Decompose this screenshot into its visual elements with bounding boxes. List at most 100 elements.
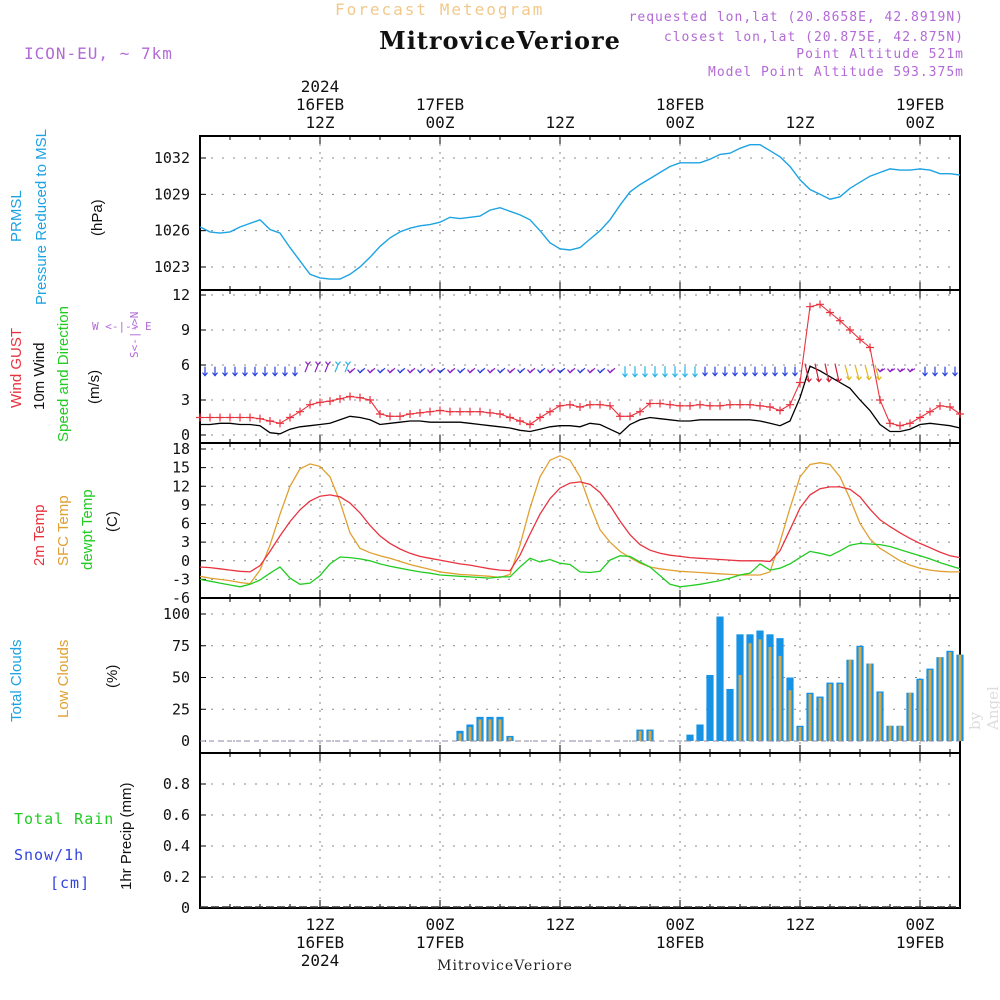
requested-coords: requested lon,lat (20.8658E, 42.8919N)	[628, 10, 964, 25]
bottom-time-label: 12Z	[786, 915, 815, 934]
wind-arrowhead	[876, 376, 882, 381]
y-tick-label: 0.4	[163, 837, 190, 855]
wind-arrowhead	[232, 372, 238, 377]
wind-arrowhead	[782, 372, 788, 377]
gust-marker	[206, 413, 214, 422]
gust-marker	[526, 420, 534, 429]
low-cloud-bar	[918, 680, 922, 741]
location-title: MitroviceVeriore	[379, 26, 621, 55]
bottom-time-label: 12Z	[546, 915, 575, 934]
low-cloud-bar	[938, 657, 942, 741]
wind-arrowhead	[806, 378, 812, 383]
wind-arrowhead	[607, 369, 613, 374]
wind-speed-line	[200, 365, 961, 435]
gust-marker	[296, 407, 304, 416]
wind-arrow	[344, 364, 349, 373]
gust-marker	[946, 403, 954, 411]
wind-arrowhead	[292, 372, 298, 377]
wind-arrowhead	[672, 373, 678, 378]
gust-marker	[786, 400, 794, 409]
gust-marker	[466, 407, 474, 416]
bottom-time-label: 16FEB	[296, 933, 344, 952]
low-cloud-bar	[828, 683, 832, 741]
wind-arrowhead	[692, 373, 698, 378]
wind-arrowhead	[507, 369, 513, 374]
gust-marker	[416, 408, 424, 417]
y-tick-label: 15	[172, 459, 190, 477]
panel-0	[199, 135, 961, 291]
gust-marker	[916, 413, 924, 422]
gust-marker	[846, 326, 854, 334]
wind-arrowhead	[387, 369, 393, 374]
low-cloud-bar	[898, 725, 902, 741]
bottom-time-label: 12Z	[306, 915, 335, 934]
wind-arrowhead	[242, 372, 248, 377]
wind-arrowhead	[497, 369, 503, 374]
wind-arrowhead	[477, 369, 483, 374]
wind-arrowhead	[622, 373, 628, 378]
wind-arrowhead	[367, 369, 373, 374]
pressure-line	[199, 143, 961, 280]
bottom-time-label: 00Z	[906, 915, 935, 934]
bottom-time-label: 00Z	[426, 915, 455, 934]
low-cloud-bar	[478, 719, 482, 741]
gust-marker	[926, 407, 934, 416]
wind-arrowhead	[272, 372, 278, 377]
low-cloud-bar	[928, 669, 932, 741]
model-point-altitude: Model Point Altitude 593.375m	[708, 65, 964, 80]
y-tick-label: 12	[172, 477, 190, 495]
wind-arrowhead	[742, 372, 748, 377]
wind-arrowhead	[357, 369, 363, 374]
gust-marker	[876, 396, 884, 404]
wind-arrowhead	[325, 361, 331, 366]
y-tick-label: 0	[181, 899, 190, 917]
gust-marker	[616, 412, 624, 421]
gust-marker	[756, 401, 764, 410]
gust-marker	[356, 393, 364, 402]
gust-marker	[396, 412, 404, 421]
gust-marker	[236, 413, 244, 422]
wind-arrow	[334, 364, 339, 373]
gust-marker	[316, 398, 324, 407]
low-cloud-bar	[748, 643, 752, 741]
gust-marker	[576, 403, 584, 411]
compass-we-label: W <-|-> E	[92, 320, 152, 333]
wind-arrowhead	[202, 372, 208, 377]
gust-marker	[516, 417, 524, 425]
y-tick-label: 0	[181, 426, 190, 444]
wind-arrowhead	[732, 372, 738, 377]
total-cloud-bar	[686, 734, 694, 741]
y-tick-label: 1029	[154, 185, 190, 203]
gust-marker	[386, 412, 394, 421]
low-cloud-bar	[948, 652, 952, 741]
gust-marker	[676, 401, 684, 410]
wind-arrow	[854, 364, 860, 380]
wind-arrowhead	[682, 373, 688, 378]
wind-arrowhead	[597, 369, 603, 374]
wind-arrowhead	[517, 369, 523, 374]
gust-marker	[346, 392, 354, 401]
wind-arrowhead	[557, 369, 563, 374]
gust-marker	[216, 413, 224, 422]
gust-marker	[696, 400, 704, 409]
gust-marker	[226, 413, 234, 422]
gust-marker	[246, 413, 254, 422]
low-cloud-bar	[468, 727, 472, 741]
low-cloud-bar	[458, 733, 462, 741]
gust-marker	[656, 399, 664, 408]
wind-arrowhead	[282, 372, 288, 377]
wind-arrowhead	[712, 372, 718, 377]
wind-arrowhead	[846, 376, 852, 381]
gust-marker	[326, 397, 334, 406]
wind-arrowhead	[537, 369, 543, 374]
low-cloud-bar	[798, 727, 802, 741]
wind-arrowhead	[632, 373, 638, 378]
y-tick-label: 25	[172, 700, 190, 718]
gust-marker	[366, 396, 374, 404]
wind-arrowhead	[652, 373, 658, 378]
wind-arrowhead	[427, 369, 433, 374]
gust-marker	[486, 408, 494, 417]
wind-arrowhead	[866, 376, 872, 381]
gust-marker	[816, 300, 824, 309]
gust-marker	[506, 413, 514, 422]
